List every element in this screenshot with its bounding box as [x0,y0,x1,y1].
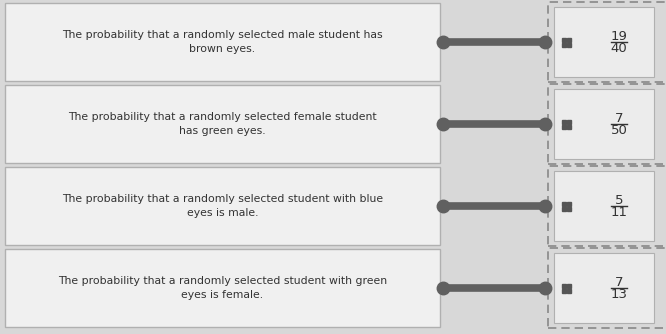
Bar [554,253,654,323]
Bar [554,89,654,159]
Text: The probability that a randomly selected male student has: The probability that a randomly selected… [62,30,383,40]
Bar [554,171,654,241]
Bar [548,166,666,246]
Bar [5,167,440,245]
Text: 11: 11 [611,206,627,219]
Bar [5,85,440,163]
Text: The probability that a randomly selected female student: The probability that a randomly selected… [68,112,377,122]
Text: 5: 5 [615,193,623,206]
Text: The probability that a randomly selected student with green: The probability that a randomly selected… [58,276,387,286]
Text: 50: 50 [611,125,627,138]
Text: 40: 40 [611,42,627,55]
Bar [5,3,440,81]
Text: eyes is male.: eyes is male. [186,208,258,218]
Text: 19: 19 [611,29,627,42]
Bar [548,248,666,328]
Bar [554,7,654,77]
Text: 7: 7 [615,112,623,125]
Bar [548,84,666,164]
Text: The probability that a randomly selected student with blue: The probability that a randomly selected… [62,194,383,204]
Text: has green eyes.: has green eyes. [179,126,266,136]
Text: brown eyes.: brown eyes. [189,44,256,54]
Bar [5,249,440,327]
Bar [548,2,666,82]
Text: 13: 13 [611,289,627,302]
Text: 7: 7 [615,276,623,289]
Text: eyes is female.: eyes is female. [181,290,264,300]
